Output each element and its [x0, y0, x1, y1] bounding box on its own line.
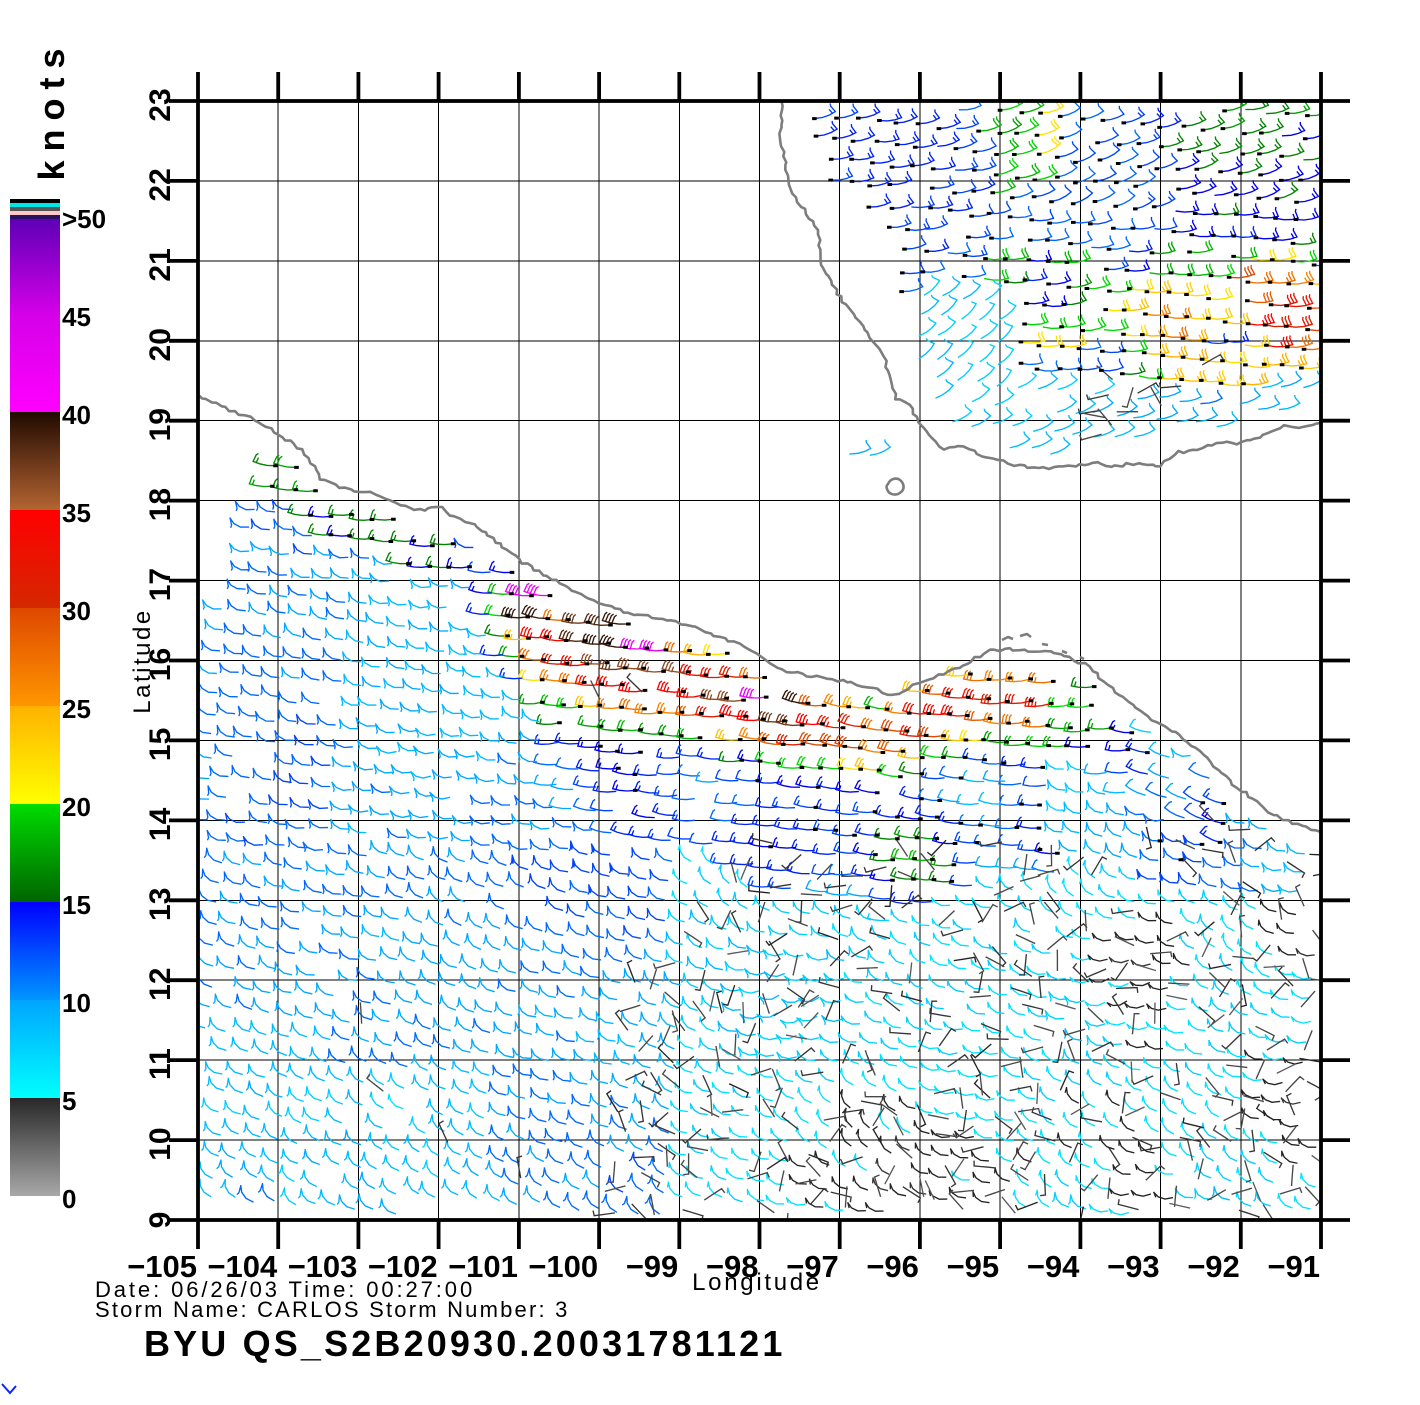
svg-text:23: 23	[144, 88, 177, 121]
svg-text:5: 5	[62, 1086, 76, 1116]
svg-text:−94: −94	[1027, 1249, 1080, 1284]
svg-text:−93: −93	[1107, 1249, 1160, 1284]
svg-text:20: 20	[144, 328, 177, 361]
svg-text:16: 16	[144, 648, 177, 681]
svg-text:−92: −92	[1187, 1249, 1240, 1284]
svg-text:>50: >50	[62, 204, 106, 234]
svg-text:Longitude: Longitude	[692, 1269, 822, 1296]
svg-text:−102: −102	[368, 1249, 438, 1284]
svg-text:−98: −98	[706, 1249, 759, 1284]
svg-text:−99: −99	[626, 1249, 679, 1284]
svg-text:30: 30	[62, 596, 91, 626]
svg-text:−100: −100	[528, 1249, 598, 1284]
svg-text:45: 45	[62, 302, 91, 332]
svg-text:−101: −101	[448, 1249, 518, 1284]
svg-text:knots: knots	[31, 39, 72, 180]
svg-text:−95: −95	[947, 1249, 1000, 1284]
svg-text:22: 22	[144, 168, 177, 201]
svg-text:11: 11	[144, 1048, 177, 1080]
svg-text:18: 18	[144, 488, 177, 521]
svg-text:40: 40	[62, 400, 91, 430]
svg-text:0: 0	[62, 1184, 76, 1214]
svg-text:−97: −97	[786, 1249, 839, 1284]
svg-text:−104: −104	[207, 1249, 278, 1284]
svg-text:13: 13	[144, 888, 177, 921]
svg-text:14: 14	[144, 807, 177, 841]
svg-text:Latitude: Latitude	[129, 608, 156, 713]
svg-text:12: 12	[144, 968, 177, 1001]
svg-text:Date: 06/26/03 Time: 00:2: Date: 06/26/03 Time: 00:27:00	[95, 1277, 475, 1302]
svg-text:15: 15	[144, 728, 177, 761]
svg-text:15: 15	[62, 890, 91, 920]
svg-text:21: 21	[144, 248, 177, 281]
svg-text:Storm Name: CARLOS Storm: Storm Name: CARLOS Storm Number: 3	[95, 1297, 570, 1322]
svg-text:35: 35	[62, 498, 91, 528]
svg-text:9: 9	[144, 1212, 177, 1229]
svg-text:−96: −96	[866, 1249, 919, 1284]
svg-text:10: 10	[144, 1127, 177, 1160]
svg-text:25: 25	[62, 694, 91, 724]
svg-text:17: 17	[144, 568, 177, 601]
svg-text:−91: −91	[1267, 1249, 1320, 1284]
svg-text:−105: −105	[127, 1249, 197, 1284]
svg-text:10: 10	[62, 988, 91, 1018]
svg-text:−103: −103	[288, 1249, 358, 1284]
svg-text:19: 19	[144, 408, 177, 441]
svg-text:20: 20	[62, 792, 91, 822]
svg-text:BYU QS_S2B20930.20031781121: BYU QS_S2B20930.20031781121	[144, 1323, 786, 1364]
